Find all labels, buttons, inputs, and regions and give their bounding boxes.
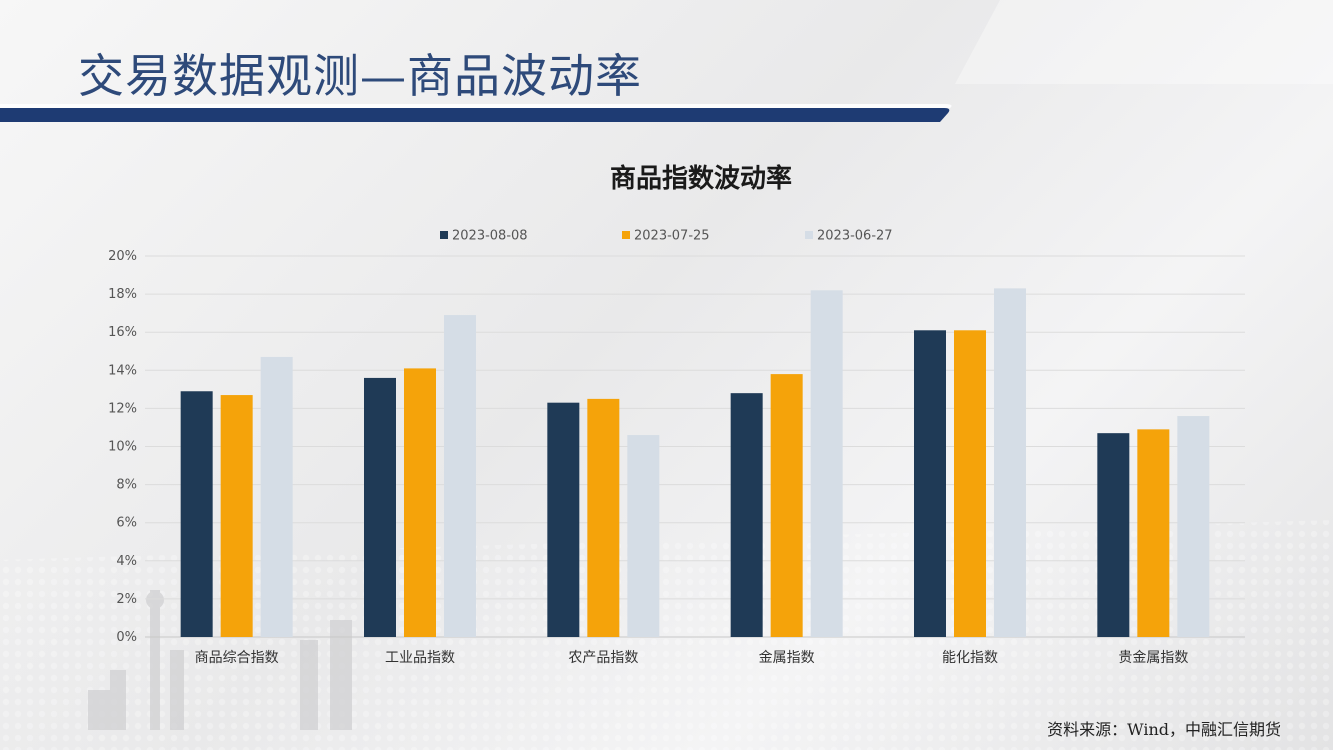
y-tick-label: 16% bbox=[108, 325, 137, 340]
x-category-label: 农产品指数 bbox=[568, 650, 638, 666]
chart-title: 商品指数波动率 bbox=[610, 163, 792, 194]
bar bbox=[994, 288, 1026, 637]
bar bbox=[954, 330, 986, 637]
bar bbox=[404, 368, 436, 637]
bar bbox=[444, 315, 476, 637]
y-tick-label: 20% bbox=[108, 249, 137, 264]
bar bbox=[810, 290, 843, 637]
header-highlight bbox=[955, 0, 1333, 84]
y-tick-label: 12% bbox=[108, 401, 137, 416]
x-category-label: 贵金属指数 bbox=[1118, 650, 1188, 666]
y-tick-label: 4% bbox=[116, 554, 137, 569]
bar bbox=[1097, 433, 1130, 637]
x-category-label: 工业品指数 bbox=[385, 650, 455, 666]
legend-label: 2023-06-27 bbox=[817, 229, 893, 244]
city-skyline-silhouette bbox=[88, 590, 352, 730]
chart-bars bbox=[180, 288, 1210, 637]
bar bbox=[260, 356, 293, 637]
y-tick-label: 2% bbox=[116, 592, 137, 607]
legend-swatch bbox=[440, 231, 448, 239]
header-band bbox=[0, 108, 950, 122]
y-tick-label: 0% bbox=[116, 630, 137, 645]
x-category-label: 商品综合指数 bbox=[195, 650, 279, 666]
legend-label: 2023-08-08 bbox=[452, 229, 528, 244]
bar bbox=[1137, 429, 1170, 637]
y-tick-label: 8% bbox=[116, 478, 137, 493]
bar bbox=[220, 395, 253, 637]
bar bbox=[730, 393, 763, 637]
legend-swatch bbox=[622, 231, 630, 239]
bar bbox=[364, 377, 396, 637]
y-tick-label: 6% bbox=[116, 516, 137, 531]
y-axis: 0% 2% 4% 6% 8% 10% 12% 14% 16% 18% 20% bbox=[108, 249, 137, 645]
bar bbox=[914, 330, 946, 637]
bar bbox=[627, 435, 660, 637]
chart-legend: 2023-08-08 2023-07-25 2023-06-27 bbox=[440, 229, 893, 244]
x-category-label: 能化指数 bbox=[942, 650, 998, 666]
slide-title: 交易数据观测—商品波动率 bbox=[78, 49, 642, 103]
bar bbox=[547, 402, 580, 637]
bar bbox=[770, 374, 803, 637]
y-tick-label: 18% bbox=[108, 287, 137, 302]
header-band-edge bbox=[0, 104, 952, 108]
x-category-label: 金属指数 bbox=[759, 650, 815, 666]
y-tick-label: 10% bbox=[108, 440, 137, 455]
bar bbox=[180, 391, 213, 637]
x-axis: 商品综合指数 工业品指数 农产品指数 金属指数 能化指数 贵金属指数 bbox=[195, 650, 1189, 666]
chart-gridlines bbox=[145, 255, 1245, 638]
y-tick-label: 14% bbox=[108, 363, 137, 378]
legend-label: 2023-07-25 bbox=[634, 229, 710, 244]
bar bbox=[1177, 416, 1210, 637]
data-source-note: 资料来源：Wind，中融汇信期货 bbox=[1047, 720, 1281, 739]
bar bbox=[587, 398, 620, 637]
legend-swatch bbox=[805, 231, 813, 239]
